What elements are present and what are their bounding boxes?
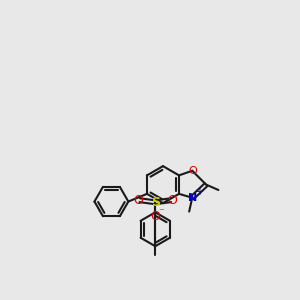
Text: N: N — [188, 193, 197, 203]
Text: O: O — [189, 166, 197, 176]
Text: ⁻: ⁻ — [158, 207, 164, 217]
Text: O: O — [134, 194, 143, 206]
Text: O: O — [167, 194, 177, 206]
Text: +: + — [195, 187, 203, 197]
Text: O: O — [150, 210, 160, 223]
Text: S: S — [151, 196, 160, 209]
